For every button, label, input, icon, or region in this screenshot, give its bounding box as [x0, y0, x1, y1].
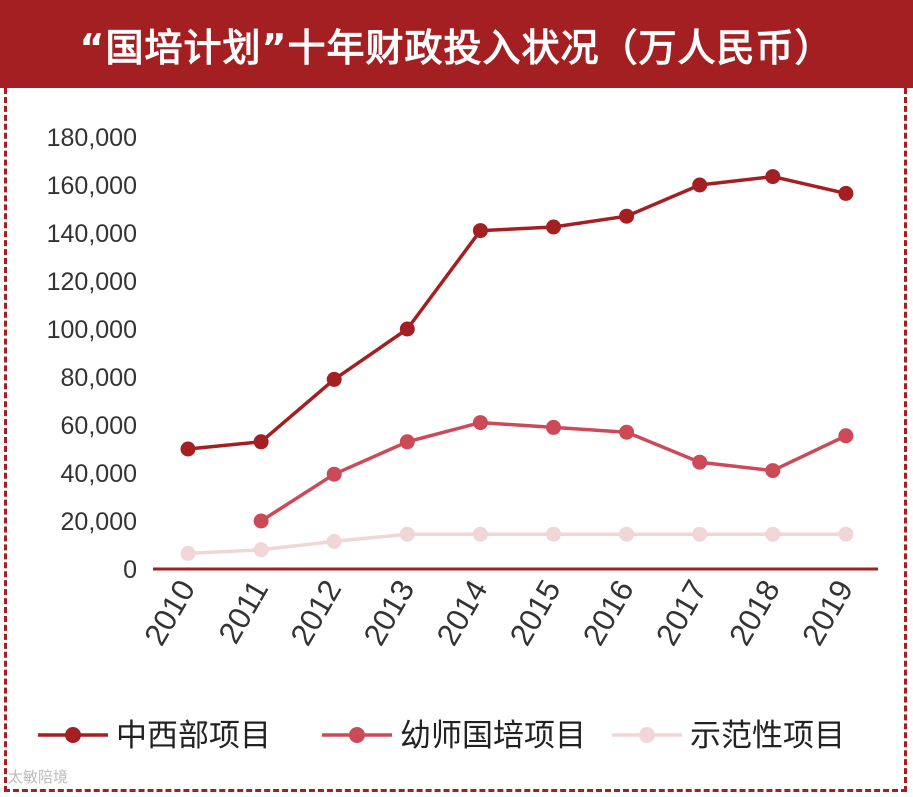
- data-point: [619, 526, 635, 542]
- y-tick-label: 40,000: [61, 460, 137, 488]
- data-point: [326, 466, 342, 482]
- y-axis-ticks: 180,000 160,000 140,000 120,000 100,000 80,00…: [47, 124, 137, 584]
- x-tick-label: 2011: [212, 574, 276, 649]
- y-tick-label: 120,000: [47, 268, 137, 296]
- legend-swatch-marker: [65, 727, 81, 743]
- legend-label: 中西部项目: [116, 718, 271, 754]
- legend-swatch-marker: [639, 727, 655, 743]
- data-point: [326, 533, 342, 549]
- data-point: [253, 434, 269, 450]
- x-tick-label: 2017: [649, 574, 714, 651]
- x-tick-label: 2013: [357, 574, 422, 651]
- data-point: [765, 526, 781, 542]
- series-line: [260, 420, 847, 523]
- legend-label: 示范性项目: [690, 718, 845, 754]
- y-tick-label: 160,000: [47, 172, 137, 200]
- data-point: [180, 441, 196, 457]
- data-point: [765, 169, 781, 185]
- y-tick-label: 20,000: [61, 508, 137, 536]
- legend: 中西部项目 幼师国培项目 示范性项目: [38, 718, 845, 754]
- data-point: [399, 434, 415, 450]
- data-point: [619, 424, 635, 440]
- data-point: [765, 463, 781, 479]
- x-tick-label: 2014: [430, 574, 495, 651]
- data-point: [253, 513, 269, 529]
- data-point: [180, 545, 196, 561]
- y-tick-label: 80,000: [61, 364, 137, 392]
- data-point: [326, 371, 342, 387]
- data-point: [472, 223, 488, 239]
- data-point: [619, 208, 635, 224]
- x-axis-ticks: 2010 2011 2012 2013 2014 2015 2016 2017 2018 2019: [137, 574, 860, 651]
- data-point: [838, 526, 854, 542]
- watermark: 太敏陪境: [8, 768, 69, 786]
- y-tick-label: 140,000: [47, 220, 137, 248]
- data-point: [838, 428, 854, 444]
- x-tick-label: 2010: [137, 574, 202, 651]
- y-tick-label: 60,000: [61, 412, 137, 440]
- legend-swatch-marker: [349, 727, 365, 743]
- data-point: [399, 526, 415, 542]
- data-point: [472, 415, 488, 431]
- data-point: [546, 526, 561, 542]
- chart-title: “国培计划”十年财政投入状况（万人民币）: [0, 0, 913, 88]
- x-tick-label: 2016: [576, 574, 641, 651]
- y-tick-label: 180,000: [47, 124, 137, 152]
- y-tick-label: 100,000: [47, 316, 137, 344]
- data-point: [546, 219, 561, 235]
- legend-label: 幼师国培项目: [400, 718, 586, 754]
- data-point: [838, 185, 854, 201]
- x-tick-label: 2019: [795, 574, 860, 651]
- series-points: [180, 169, 854, 561]
- y-tick-label: 0: [123, 556, 137, 584]
- data-point: [546, 419, 561, 435]
- series-lines: [187, 174, 847, 556]
- data-point: [399, 321, 415, 337]
- x-tick-label: 2015: [503, 574, 568, 651]
- x-tick-label: 2018: [722, 574, 787, 651]
- data-point: [692, 454, 708, 470]
- data-point: [253, 542, 269, 558]
- series-line: [187, 174, 847, 451]
- data-point: [472, 526, 488, 542]
- x-tick-label: 2012: [283, 574, 348, 651]
- data-point: [692, 177, 708, 193]
- series-line: [187, 532, 846, 556]
- chart-frame: [4, 88, 907, 792]
- data-point: [692, 526, 708, 542]
